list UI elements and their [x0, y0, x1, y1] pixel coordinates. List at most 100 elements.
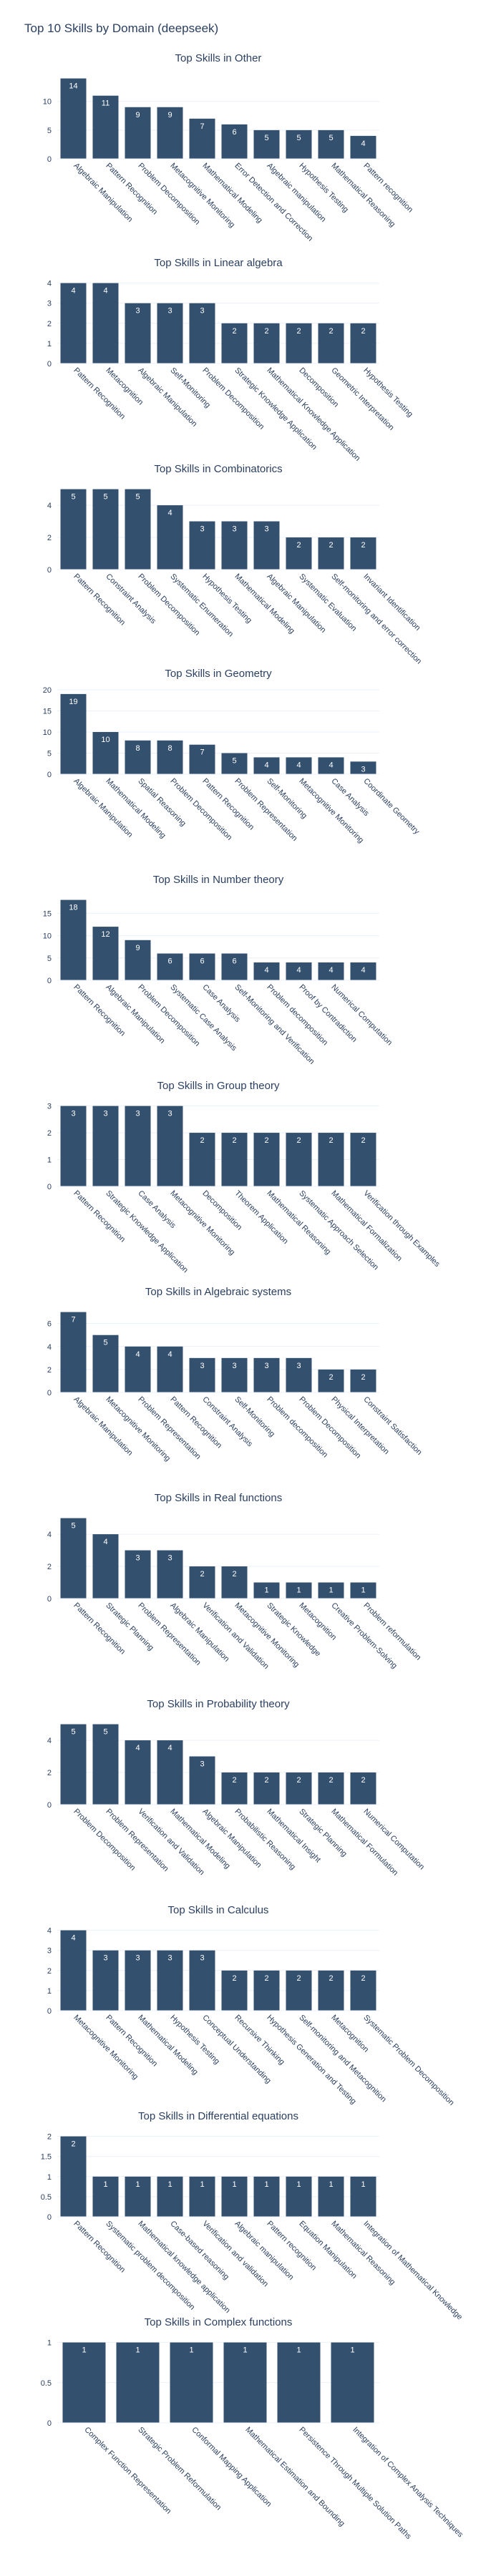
x-tick-label: Creative Problem-Solving — [329, 1601, 399, 1671]
data-label: 1 — [296, 2180, 301, 2189]
data-label: 2 — [329, 1136, 333, 1145]
bar — [350, 761, 376, 774]
bar — [277, 2342, 321, 2423]
data-label: 4 — [103, 1538, 107, 1546]
chart-1: Top Skills in Linear algebra012344Patter… — [47, 257, 414, 463]
bar — [157, 953, 183, 980]
data-label: 5 — [71, 1728, 75, 1737]
y-tick-label: 1 — [47, 2339, 52, 2348]
bar — [60, 489, 87, 570]
chart-title: Top Skills in Combinatorics — [154, 463, 282, 475]
bar — [60, 899, 87, 980]
y-tick-label: 4 — [47, 502, 52, 510]
bar — [223, 2342, 267, 2423]
y-tick-label: 10 — [43, 932, 52, 941]
y-tick-label: 4 — [47, 1737, 52, 1745]
x-tick-label: Integration of Complex Analysis Techniqu… — [351, 2426, 464, 2540]
bar — [318, 1772, 344, 1805]
data-label: 2 — [296, 541, 301, 550]
bar — [253, 1772, 280, 1805]
x-tick-label: Verification and validation — [200, 2220, 270, 2289]
data-label: 5 — [135, 493, 140, 502]
bar — [318, 1369, 344, 1392]
data-label: 2 — [264, 1776, 268, 1785]
bar — [189, 1950, 215, 2011]
chart-title: Top Skills in Differential equations — [138, 2110, 298, 2122]
data-label: 2 — [329, 1373, 333, 1382]
data-label: 2 — [264, 327, 268, 336]
y-tick-label: 1.5 — [41, 2153, 52, 2162]
chart-title: Top Skills in Linear algebra — [154, 257, 283, 269]
bar — [189, 2176, 215, 2217]
data-label: 2 — [296, 1974, 301, 1983]
bar — [286, 1133, 312, 1186]
bar — [189, 118, 215, 159]
bar — [157, 1950, 183, 2011]
bar — [331, 2342, 374, 2423]
data-label: 3 — [167, 1110, 172, 1118]
chart-8: Top Skills in Probability theory 0 2 4 5 Prob… — [47, 1698, 426, 1878]
bar — [157, 505, 183, 570]
bar — [253, 1582, 280, 1599]
x-tick-label: Metacognitive Monitoring — [168, 1189, 236, 1257]
data-label: 6 — [232, 128, 236, 137]
data-label: 5 — [103, 1339, 107, 1347]
y-tick-label: 2 — [47, 1366, 52, 1375]
y-tick-label: 6 — [47, 1320, 52, 1329]
bar — [60, 1312, 87, 1392]
bar — [189, 1357, 215, 1392]
data-label: 7 — [200, 122, 204, 131]
y-tick-label: 0 — [47, 566, 52, 575]
y-tick-label: 0 — [47, 1389, 52, 1397]
data-label: 1 — [329, 1586, 333, 1595]
x-tick-label: Mathematical Modeling — [233, 572, 296, 635]
bar — [92, 732, 119, 774]
x-tick-label: Systematic Case Analysis — [168, 983, 238, 1053]
bar — [125, 740, 151, 774]
x-tick-label: Mathematical Modeling — [104, 777, 167, 840]
chart-title: Top Skills in Algebraic systems — [145, 1286, 291, 1298]
y-tick-label: 10 — [43, 728, 52, 737]
data-label: 3 — [135, 1954, 140, 1963]
data-label: 3 — [200, 1760, 204, 1769]
bar — [157, 1740, 183, 1805]
bar — [318, 130, 344, 159]
data-label: 3 — [167, 307, 172, 316]
data-label: 4 — [71, 1934, 75, 1943]
y-tick-label: 0 — [47, 977, 52, 985]
bar — [350, 1772, 376, 1805]
x-tick-label: Metacognitive Monitoring — [72, 2014, 140, 2082]
bar — [350, 135, 376, 159]
data-label: 2 — [264, 1136, 268, 1145]
data-label: 5 — [103, 1728, 107, 1737]
bar — [60, 693, 87, 774]
data-label: 2 — [361, 1373, 365, 1382]
x-tick-label: Problem Decomposition — [168, 777, 233, 842]
bar — [350, 2176, 376, 2217]
y-tick-label: 20 — [43, 686, 52, 695]
data-label: 9 — [135, 944, 140, 952]
data-label: 1 — [361, 1586, 365, 1595]
data-label: 4 — [167, 1350, 172, 1359]
bar — [221, 1133, 248, 1186]
bar — [350, 1970, 376, 2011]
bar — [170, 2342, 213, 2423]
bar — [157, 107, 183, 159]
x-tick-label: Algebraic manipulation — [265, 162, 327, 224]
x-tick-label: Theorem Application — [233, 1189, 289, 1246]
data-label: 5 — [103, 493, 107, 502]
data-label: 5 — [264, 134, 268, 142]
data-label: 2 — [264, 1974, 268, 1983]
bar — [92, 489, 119, 570]
bar — [125, 489, 151, 570]
bar — [157, 1106, 183, 1186]
data-label: 2 — [232, 1776, 236, 1785]
data-label: 4 — [361, 966, 365, 975]
data-label: 7 — [200, 748, 204, 757]
data-label: 1 — [296, 2346, 301, 2355]
data-label: 3 — [200, 307, 204, 316]
bar — [253, 757, 280, 774]
data-label: 3 — [264, 525, 268, 534]
